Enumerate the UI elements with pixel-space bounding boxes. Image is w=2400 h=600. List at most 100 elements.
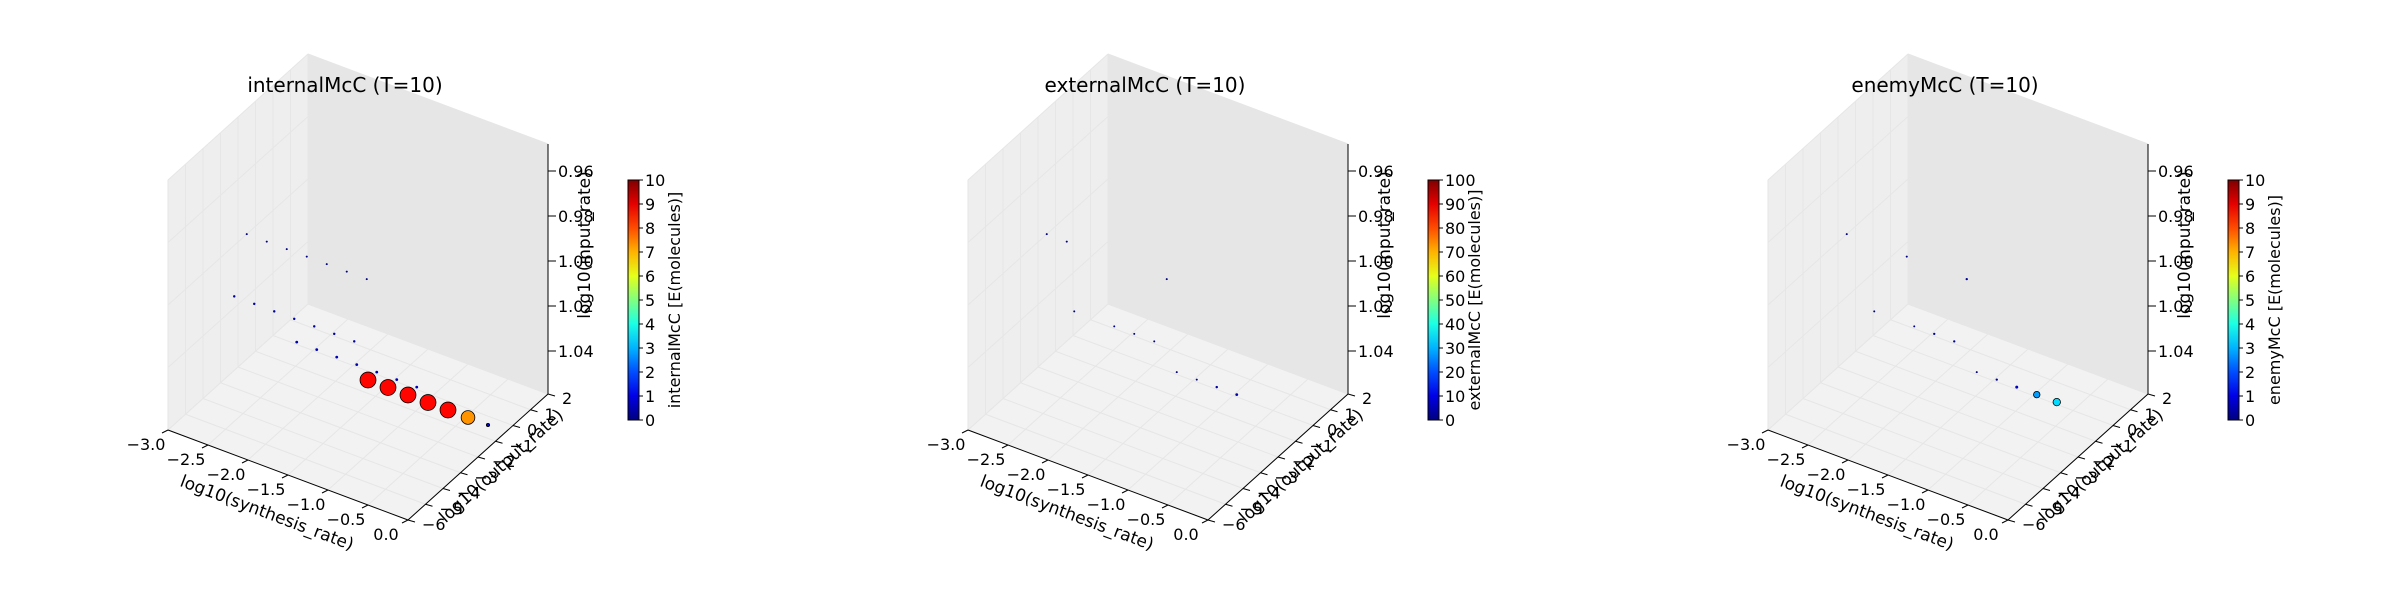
data-point xyxy=(315,348,319,352)
colorbar-tick-label: 10 xyxy=(645,171,665,190)
z-gridline-left xyxy=(1767,303,1909,431)
data-point xyxy=(295,340,299,344)
x-tick-mark xyxy=(1761,429,1769,434)
data-point xyxy=(1215,385,1218,389)
z-gridline-left xyxy=(967,53,1109,181)
z-gridline-left xyxy=(967,116,1109,243)
data-point xyxy=(379,379,397,396)
z-gridline-back xyxy=(1907,303,2149,395)
colorbar-tick-label: 1 xyxy=(645,387,655,406)
data-point xyxy=(2033,390,2041,399)
z-gridline-left xyxy=(167,241,309,368)
x-tick-mark xyxy=(961,429,969,434)
colorbar-tick-label: 20 xyxy=(1445,363,1465,382)
z-gridline-left xyxy=(167,178,309,306)
z-gridline-back xyxy=(1907,53,2149,145)
y-gridline-floor xyxy=(1820,382,2061,474)
y-tick-mark xyxy=(477,456,486,460)
colorbar-tick-label: 60 xyxy=(1445,267,1465,286)
x-tick-label: −3.0 xyxy=(927,435,966,454)
x-tick-mark xyxy=(321,489,329,494)
y-tick-label: 2 xyxy=(2162,389,2172,408)
data-point xyxy=(325,263,328,266)
x-tick-label: −3.0 xyxy=(1727,435,1766,454)
y-tick-label: 0 xyxy=(1327,421,1337,440)
y-tick-label: −2 xyxy=(2092,452,2116,471)
z-gridline-left xyxy=(1767,53,1909,181)
x-tick-label: −1.0 xyxy=(1887,495,1926,514)
data-point xyxy=(1045,233,1048,236)
y-tick-mark xyxy=(460,472,468,476)
y-tick-label: 1 xyxy=(1345,405,1355,424)
y-tick-label: 2 xyxy=(562,389,572,408)
x-tick-label: −2.5 xyxy=(167,450,206,469)
y-tick-label: −5 xyxy=(1240,499,1264,518)
data-point xyxy=(439,401,457,419)
x-tick-mark xyxy=(361,504,369,509)
x-tick-label: −2.0 xyxy=(1807,465,1846,484)
z-gridline-back xyxy=(1107,241,1349,332)
y-tick-label: 1 xyxy=(545,405,555,424)
colorbar-tick-label: 7 xyxy=(645,243,655,262)
y-tick-mark xyxy=(2007,519,2016,523)
data-point xyxy=(305,255,308,258)
y-tick-mark xyxy=(2095,440,2103,444)
colorbar-tick-label: 0 xyxy=(1445,411,1455,430)
z-tick-label: 0.96 xyxy=(558,162,594,181)
x-tick-label: −2.0 xyxy=(1007,465,1046,484)
data-point xyxy=(1913,325,1916,328)
data-point xyxy=(1113,325,1116,328)
y-tick-label: −2 xyxy=(1292,452,1316,471)
colorbar-tick-label: 9 xyxy=(645,195,655,214)
x-tick-mark xyxy=(201,444,209,449)
y-tick-mark xyxy=(1207,519,1216,523)
x-tick-mark xyxy=(2001,519,2009,524)
x-tick-mark xyxy=(1041,459,1049,464)
z-tick-label: 0.96 xyxy=(1358,162,1394,181)
colorbar-tick-label: 90 xyxy=(1445,195,1465,214)
y-tick-mark xyxy=(1225,503,1233,507)
y-tick-label: −3 xyxy=(1275,468,1299,487)
data-point xyxy=(460,410,476,425)
data-point xyxy=(2052,398,2061,407)
z-gridline-left xyxy=(167,53,309,181)
x-tick-mark xyxy=(1801,444,1809,449)
subplot-2: −3.0−2.5−2.0−1.5−1.0−0.50.0−6−5−4−3−2−10… xyxy=(927,53,1484,555)
y-tick-label: −6 xyxy=(2022,515,2046,534)
y-tick-mark xyxy=(512,425,521,428)
z-tick-label: 1.00 xyxy=(2158,252,2194,271)
colorbar-tick-label: 8 xyxy=(2245,219,2255,238)
x-tick-mark xyxy=(401,519,409,524)
data-point xyxy=(335,355,339,359)
y-tick-mark xyxy=(2077,456,2086,460)
y-gridline-floor xyxy=(185,413,426,505)
chart-title: internalMcC (T=10) xyxy=(247,73,442,97)
data-point xyxy=(355,363,359,367)
y-tick-label: −3 xyxy=(2075,468,2099,487)
data-point xyxy=(1165,278,1168,281)
y-tick-mark xyxy=(442,488,451,491)
colorbar-tick-label: 4 xyxy=(2245,315,2255,334)
x-tick-mark xyxy=(1881,474,1889,479)
data-point xyxy=(1995,378,1998,381)
subplot-3: −3.0−2.5−2.0−1.5−1.0−0.50.0−6−5−4−3−2−10… xyxy=(1727,53,2284,555)
colorbar-tick-label: 4 xyxy=(645,315,655,334)
z-axis-label: log10(input_rate) xyxy=(1375,171,1395,319)
x-tick-label: 0.0 xyxy=(1173,525,1198,544)
y-gridline-floor xyxy=(1890,319,2131,411)
y-tick-mark xyxy=(2130,409,2138,413)
y-gridline-floor xyxy=(255,350,496,442)
y-tick-mark xyxy=(547,393,556,397)
data-point xyxy=(1133,332,1136,335)
data-point xyxy=(245,233,248,236)
z-gridline-left xyxy=(1767,241,1909,368)
y-tick-label: −6 xyxy=(1222,515,1246,534)
data-point xyxy=(1975,371,1978,374)
data-point xyxy=(1965,277,1968,281)
colorbar-tick-label: 30 xyxy=(1445,339,1465,358)
y-tick-label: 2 xyxy=(1362,389,1372,408)
x-tick-label: −2.5 xyxy=(967,450,1006,469)
x-tick-mark xyxy=(1161,504,1169,509)
x-tick-label: −1.0 xyxy=(1087,495,1126,514)
